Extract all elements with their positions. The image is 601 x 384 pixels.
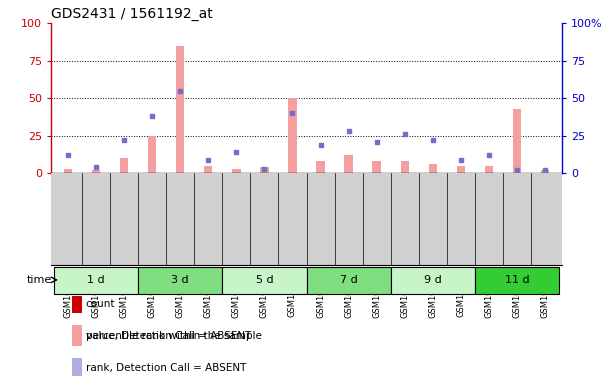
Text: 11 d: 11 d [505,275,529,285]
Bar [429,164,437,173]
Text: count: count [86,299,115,309]
Text: 5 d: 5 d [255,275,273,285]
Bar [457,166,465,173]
Bar [513,109,521,173]
Text: value, Detection Call = ABSENT: value, Detection Call = ABSENT [86,331,251,341]
Bar [148,136,156,173]
Bar [400,161,409,173]
Bar [541,170,549,173]
Bar [475,267,559,294]
Bar [373,161,381,173]
Bar [307,267,391,294]
Bar [485,166,493,173]
Text: rank, Detection Call = ABSENT: rank, Detection Call = ABSENT [86,363,246,373]
Bar [288,98,297,173]
Bar [176,46,185,173]
Bar [72,325,82,346]
Bar [72,358,82,378]
Bar [64,169,72,173]
Bar [344,155,353,173]
Text: percentile rank within the sample: percentile rank within the sample [86,331,261,341]
Bar [54,267,138,294]
Bar [138,267,222,294]
Bar [72,293,82,313]
Bar [120,158,128,173]
Text: 7 d: 7 d [340,275,358,285]
Bar [222,267,307,294]
Bar [316,161,325,173]
Text: 1 d: 1 d [87,275,105,285]
Bar [204,166,213,173]
Bar [260,167,269,173]
Text: 3 d: 3 d [171,275,189,285]
Text: 9 d: 9 d [424,275,442,285]
Bar [232,169,240,173]
Bar [92,170,100,173]
Bar [391,267,475,294]
Text: GDS2431 / 1561192_at: GDS2431 / 1561192_at [51,7,213,21]
Bar [72,325,82,346]
Text: time: time [26,275,52,285]
